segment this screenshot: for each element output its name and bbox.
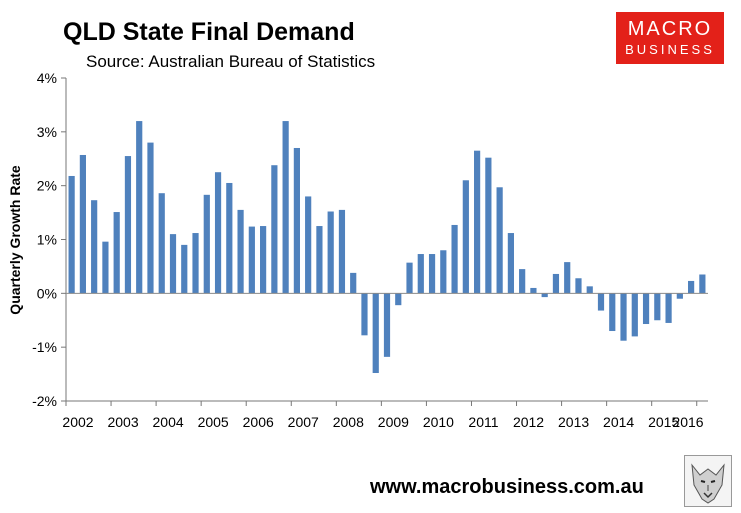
bar xyxy=(169,234,177,294)
y-tick-label: -1% xyxy=(32,339,57,355)
bar xyxy=(327,211,334,294)
bar xyxy=(226,182,233,294)
bar xyxy=(136,121,143,294)
bar xyxy=(462,180,469,294)
chart-title: QLD State Final Demand xyxy=(63,18,355,46)
bar xyxy=(293,147,300,294)
bar xyxy=(338,209,346,294)
bar xyxy=(688,280,695,294)
bar xyxy=(124,156,132,294)
macrobusiness-logo: MACRO BUSINESS xyxy=(616,12,724,64)
bar xyxy=(158,193,165,294)
bar xyxy=(248,226,255,294)
y-tick-label: 3% xyxy=(37,124,57,140)
x-tick-label: 2011 xyxy=(468,414,498,430)
x-tick-label: 2003 xyxy=(107,414,138,430)
bar xyxy=(507,233,514,294)
bar xyxy=(350,272,357,294)
x-tick-label: 2004 xyxy=(153,414,184,430)
bar xyxy=(451,224,458,294)
bar xyxy=(564,262,571,294)
bar xyxy=(530,287,537,294)
bar xyxy=(665,293,672,323)
bar xyxy=(305,196,312,294)
bar xyxy=(260,226,267,294)
bar xyxy=(699,274,706,294)
bar xyxy=(68,175,75,294)
x-tick-label: 2007 xyxy=(288,414,319,430)
bar xyxy=(631,293,638,337)
bar xyxy=(519,269,526,294)
bar xyxy=(609,293,616,332)
bar xyxy=(192,233,199,294)
bar xyxy=(541,293,548,298)
x-tick-label: 2014 xyxy=(603,414,634,430)
logo-text-business: BUSINESS xyxy=(625,42,715,57)
bar xyxy=(406,262,413,294)
chart-subtitle: Source: Australian Bureau of Statistics xyxy=(86,52,376,71)
bar xyxy=(147,142,154,294)
bar xyxy=(676,293,683,299)
bar-series xyxy=(68,121,706,374)
bar xyxy=(575,278,582,294)
bar xyxy=(271,165,278,294)
bar xyxy=(395,293,402,306)
y-tick-label: 4% xyxy=(37,70,57,86)
x-tick-label: 2012 xyxy=(513,414,544,430)
bar xyxy=(181,244,188,294)
y-tick-label: 2% xyxy=(37,178,57,194)
y-tick-label: -2% xyxy=(32,393,57,409)
bar xyxy=(102,241,109,294)
wolf-mascot-icon xyxy=(684,455,732,507)
bar xyxy=(496,187,503,294)
bar xyxy=(383,293,391,357)
bar xyxy=(440,250,447,294)
y-tick-label: 1% xyxy=(37,232,57,248)
bar xyxy=(417,254,424,294)
x-tick-label: 2016 xyxy=(672,414,703,430)
bar xyxy=(79,154,86,294)
bar xyxy=(203,194,210,294)
bar xyxy=(282,121,289,294)
bar xyxy=(372,293,379,374)
bar xyxy=(237,209,244,294)
bar xyxy=(113,212,120,294)
bar xyxy=(91,200,98,294)
x-tick-label: 2006 xyxy=(243,414,274,430)
bar xyxy=(474,150,481,294)
bar xyxy=(642,293,650,325)
y-axis-ticks: -2% -1% 0% 1% 2% 3% 4% xyxy=(32,70,66,409)
website-url: www.macrobusiness.com.au xyxy=(370,476,644,498)
logo-text-macro: MACRO xyxy=(627,18,713,40)
bar xyxy=(428,254,436,294)
x-tick-label: 2009 xyxy=(378,414,409,430)
x-tick-label: 2005 xyxy=(198,414,229,430)
bar xyxy=(586,286,593,294)
bar xyxy=(214,172,222,294)
bar xyxy=(316,226,323,294)
bar xyxy=(485,157,492,294)
bar xyxy=(597,293,605,311)
x-tick-label: 2008 xyxy=(333,414,364,430)
bar xyxy=(361,293,368,336)
x-tick-label: 2015 xyxy=(648,414,679,430)
bar xyxy=(552,273,560,294)
bar xyxy=(654,293,661,321)
y-tick-label: 0% xyxy=(37,285,57,301)
x-axis-ticks: 2002 2003 2004 2005 2006 2007 2008 2009 2010 2011… xyxy=(62,401,704,430)
bar xyxy=(620,293,627,341)
y-axis-label: Quarterly Growth Rate xyxy=(7,165,23,315)
x-tick-label: 2013 xyxy=(558,414,589,430)
x-tick-label: 2002 xyxy=(62,414,93,430)
x-tick-label: 2010 xyxy=(423,414,454,430)
